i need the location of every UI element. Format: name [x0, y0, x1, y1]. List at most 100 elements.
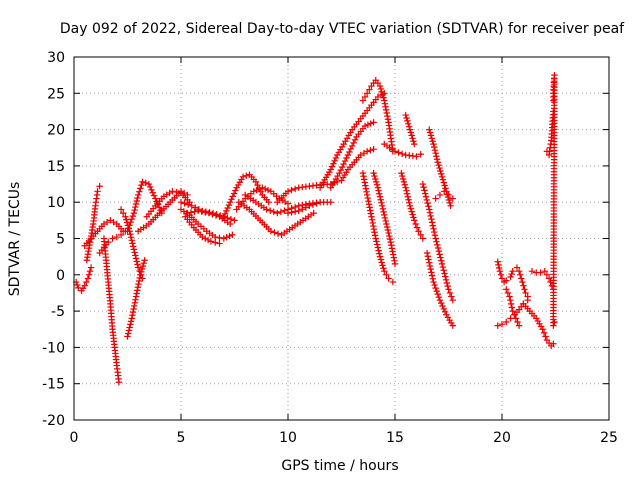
data-point [359, 97, 367, 104]
data-point [129, 308, 137, 316]
data-point [109, 235, 116, 242]
data-point [229, 193, 236, 200]
data-point [138, 181, 145, 189]
y-tick-label: 25 [47, 86, 65, 102]
data-point [390, 254, 397, 261]
data-point [432, 195, 439, 202]
data-point [428, 269, 435, 276]
data-point [291, 185, 299, 193]
data-point [427, 132, 435, 139]
data-point [129, 212, 137, 220]
data-point [440, 267, 447, 274]
data-point [256, 185, 263, 193]
data-point [381, 100, 389, 107]
data-point [408, 208, 415, 215]
data-point [424, 199, 431, 207]
data-point [232, 187, 239, 194]
data-point [528, 267, 536, 275]
data-point [194, 207, 202, 215]
data-point [288, 186, 295, 194]
data-point [85, 271, 93, 278]
data-point [439, 176, 447, 183]
data-point [378, 259, 385, 266]
data-point [426, 209, 434, 216]
data-point [370, 225, 378, 233]
series-track-21 [316, 90, 388, 191]
data-point [413, 224, 421, 231]
data-point [120, 209, 127, 217]
data-point [291, 208, 299, 215]
data-point [421, 187, 428, 194]
data-point [224, 204, 231, 212]
data-point [343, 154, 350, 162]
data-point [130, 209, 138, 217]
data-point [438, 257, 445, 264]
data-point [550, 322, 557, 329]
data-point [351, 136, 359, 144]
data-point [422, 190, 429, 197]
series-track-20 [284, 199, 334, 217]
series-track-24 [359, 77, 397, 155]
series-track-37 [513, 264, 531, 300]
data-point [128, 215, 135, 223]
data-point [404, 117, 411, 125]
x-tick-label: 15 [386, 430, 404, 446]
data-point [137, 271, 144, 278]
data-point [367, 207, 374, 214]
data-point [327, 166, 334, 173]
data-point [521, 286, 528, 293]
series-track-17 [235, 199, 317, 239]
data-point [135, 277, 143, 285]
data-point [429, 222, 437, 229]
data-point [228, 196, 235, 203]
data-point [427, 265, 434, 273]
y-tick-label: -20 [42, 413, 65, 429]
data-point [439, 263, 447, 271]
data-point [378, 202, 386, 210]
data-point [132, 200, 140, 208]
data-point [370, 146, 377, 153]
data-point [132, 203, 139, 211]
x-tick-label: 10 [279, 430, 297, 446]
data-point [366, 204, 373, 211]
y-tick-label: 5 [56, 232, 65, 248]
data-point [436, 251, 443, 258]
data-point [152, 195, 159, 202]
data-point [423, 249, 431, 257]
axis-ticks: 0 5 10 15 20 25 -20 -15 -10 -5 0 5 10 15 20 25 30 [42, 50, 618, 446]
data-point [299, 206, 306, 213]
data-point [372, 235, 379, 242]
data-point [382, 217, 389, 225]
data-point [432, 235, 439, 242]
data-point [378, 199, 385, 207]
series-track-26 [370, 169, 399, 268]
data-point [415, 228, 422, 235]
series-track-12 [182, 213, 223, 247]
x-tick-label: 0 [70, 430, 79, 446]
data-point [391, 257, 398, 264]
data-point [402, 111, 409, 119]
data-point [377, 85, 385, 93]
data-point [376, 193, 384, 200]
data-point [411, 140, 418, 148]
data-point [361, 122, 369, 130]
x-tick-label: 25 [600, 430, 618, 446]
data-point [405, 120, 412, 127]
data-point [363, 148, 371, 155]
data-point [130, 243, 137, 250]
data-point [212, 239, 219, 246]
data-point [420, 184, 427, 191]
data-point [436, 164, 443, 172]
data-point [426, 262, 434, 270]
data-point [383, 271, 390, 278]
data-point [86, 267, 94, 275]
data-point [446, 289, 454, 297]
data-point [361, 93, 369, 101]
data-point [440, 305, 447, 313]
data-point [387, 238, 394, 246]
data-point [139, 262, 147, 270]
data-point [376, 253, 384, 260]
data-point [513, 264, 521, 271]
data-point [223, 234, 230, 241]
data-point [413, 153, 420, 160]
